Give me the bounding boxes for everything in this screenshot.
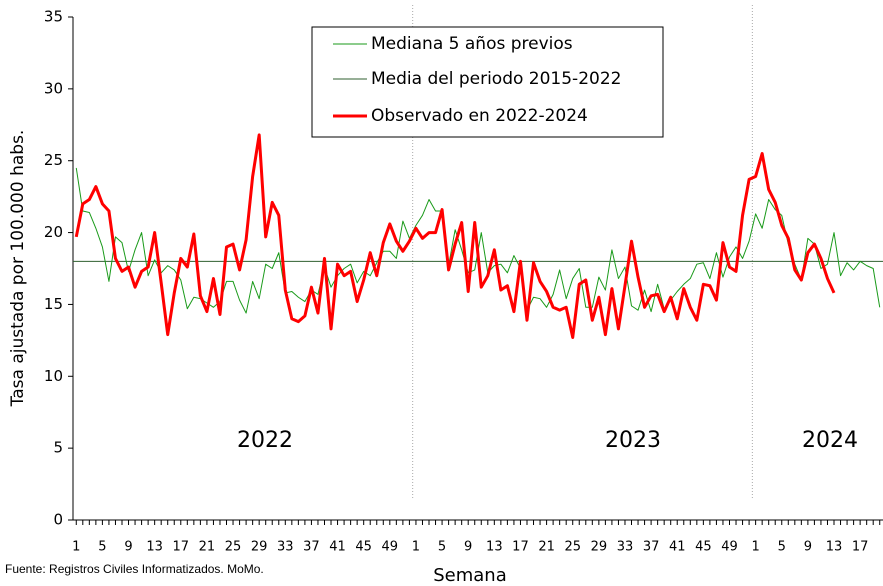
y-tick-label: 10 — [44, 367, 63, 385]
y-tick-label: 0 — [53, 511, 63, 529]
y-tick-label: 30 — [44, 79, 63, 97]
x-tick-label: 41 — [669, 540, 686, 555]
x-tick-label: 5 — [438, 540, 446, 555]
legend-box — [311, 26, 664, 138]
x-tick-label: 33 — [277, 540, 294, 555]
y-tick-label: 15 — [44, 295, 63, 313]
y-tick-label: 25 — [44, 151, 63, 169]
x-tick-label: 45 — [355, 540, 372, 555]
x-tick-label: 37 — [303, 540, 320, 555]
x-tick-label: 45 — [695, 540, 712, 555]
x-tick-label: 1 — [751, 540, 759, 555]
x-tick-label: 17 — [852, 540, 869, 555]
x-tick-label: 37 — [643, 540, 660, 555]
x-tick-label: 33 — [617, 540, 634, 555]
x-tick-label: 9 — [804, 540, 812, 555]
series-line — [74, 133, 836, 339]
x-tick-label: 1 — [412, 540, 420, 555]
y-tick-label: 5 — [53, 439, 63, 457]
x-tick-label: 21 — [538, 540, 555, 555]
x-tick-label: 49 — [721, 540, 738, 555]
x-tick-label: 29 — [591, 540, 608, 555]
x-tick-label: 25 — [564, 540, 581, 555]
x-tick-label: 29 — [251, 540, 268, 555]
year-label: 2023 — [605, 428, 661, 453]
legend-label: Media del periodo 2015-2022 — [371, 69, 621, 89]
y-tick-label: 20 — [44, 223, 63, 241]
x-tick-label: 21 — [199, 540, 216, 555]
year-label: 2024 — [802, 428, 858, 453]
legend-label: Mediana 5 años previos — [371, 34, 573, 54]
legend-label: Observado en 2022-2024 — [371, 106, 588, 126]
y-tick-label: 35 — [44, 8, 63, 26]
year-label: 2022 — [237, 428, 293, 453]
x-tick-label: 17 — [173, 540, 190, 555]
x-axis-title: Semana — [433, 565, 507, 586]
x-tick-label: 9 — [464, 540, 472, 555]
y-axis-title: Tasa ajustada por 100.000 habs. — [8, 130, 28, 408]
x-tick-label: 9 — [124, 540, 132, 555]
x-tick-label: 5 — [98, 540, 106, 555]
x-tick-label: 49 — [382, 540, 399, 555]
x-tick-label: 17 — [512, 540, 529, 555]
x-tick-label: 13 — [486, 540, 503, 555]
x-tick-label: 1 — [72, 540, 80, 555]
x-tick-label: 5 — [778, 540, 786, 555]
x-tick-label: 13 — [146, 540, 163, 555]
source-note: Fuente: Registros Civiles Informatizados… — [5, 562, 264, 576]
x-tick-label: 25 — [225, 540, 242, 555]
x-tick-label: 41 — [329, 540, 346, 555]
x-tick-label: 13 — [826, 540, 843, 555]
